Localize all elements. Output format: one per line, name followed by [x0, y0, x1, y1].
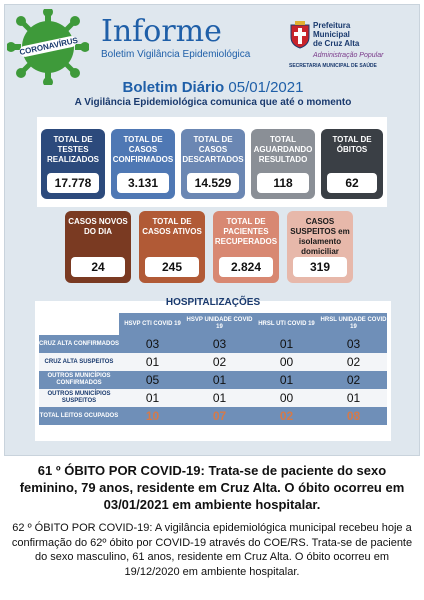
column-header: HSVP CTI COVID 19	[119, 313, 186, 335]
stat-value: 118	[257, 173, 309, 193]
stat-card-descartados: TOTAL DE CASOS DESCARTADOS 14.529	[181, 129, 245, 199]
table-row: OUTROS MUNICÍPIOS CONFIRMADOS 05 01 01 0…	[39, 371, 387, 389]
obito-62-note: 62 º ÓBITO POR COVID-19: A vigilância ep…	[11, 522, 413, 578]
table-cell: 00	[253, 353, 320, 371]
stat-value: 14.529	[187, 173, 239, 193]
prefeitura-line-2: Municipal	[313, 30, 350, 39]
stat-label: TOTAL DE PACIENTES RECUPERADOS	[214, 217, 278, 246]
row-label: CRUZ ALTA SUSPEITOS	[39, 353, 119, 371]
stat-label: TOTAL DE ÓBITOS	[332, 135, 372, 154]
stat-card-suspeitos: CASOS SUSPEITOS em isolamento domiciliar…	[287, 211, 353, 283]
stat-label: TOTAL DE CASOS ATIVOS	[142, 217, 202, 236]
table-cell: 00	[253, 389, 320, 407]
column-header: HRSL UNIDADE COVID 19	[320, 313, 387, 335]
stat-label: CASOS NOVOS DO DIA	[68, 217, 128, 236]
table-cell: 01	[186, 389, 253, 407]
row-label: OUTROS MUNICÍPIOS SUSPEITOS	[39, 389, 119, 407]
stat-card-testes: TOTAL DE TESTES REALIZADOS 17.778	[41, 129, 105, 199]
column-header: HRSL UTI COVID 19	[253, 313, 320, 335]
stat-value: 2.824	[219, 257, 273, 277]
column-header: HSVP UNIDADE COVID 19	[186, 313, 253, 335]
stat-label: TOTAL DE CASOS CONFIRMADOS	[112, 135, 174, 164]
table-row-total: TOTAL LEITOS OCUPADOS 10 07 02 08	[39, 407, 387, 425]
table-cell: 01	[320, 389, 387, 407]
table-cell: 07	[186, 407, 253, 425]
boletim-date: 05/01/2021	[228, 79, 304, 96]
coronavirus-logo-icon	[7, 9, 89, 85]
boletim-label: Boletim Diário	[122, 79, 225, 96]
brand: Informe Boletim Vigilância Epidemiológic…	[101, 14, 251, 61]
table-cell: 10	[119, 407, 186, 425]
table-cell: 01	[253, 335, 320, 353]
bulletin-poster: CORONAVÍRUS Informe Boletim Vigilância E…	[4, 4, 420, 456]
stat-label: TOTAL DE CASOS DESCARTADOS	[182, 135, 244, 164]
table-cell: 03	[320, 335, 387, 353]
row-label: TOTAL LEITOS OCUPADOS	[39, 407, 119, 425]
stat-value: 17.778	[47, 173, 99, 193]
table-row: OUTROS MUNICÍPIOS SUSPEITOS 01 01 00 01	[39, 389, 387, 407]
table-cell: 03	[186, 335, 253, 353]
secretaria-label: SECRETARIA MUNICIPAL DE SAÚDE	[289, 63, 377, 69]
stat-card-recuperados: TOTAL DE PACIENTES RECUPERADOS 2.824	[213, 211, 279, 283]
stat-value: 62	[327, 173, 377, 193]
stat-card-obitos: TOTAL DE ÓBITOS 62	[321, 129, 383, 199]
boletim-heading: Boletim Diário 05/01/2021	[5, 79, 419, 96]
table-cell: 01	[119, 389, 186, 407]
stat-value: 245	[145, 257, 199, 277]
prefeitura-line-3: de Cruz Alta	[313, 39, 360, 48]
table-row: CRUZ ALTA CONFIRMADOS 03 03 01 03	[39, 335, 387, 353]
stat-label: TOTAL AGUARDANDO RESULTADO	[253, 135, 313, 164]
table-cell: 02	[253, 407, 320, 425]
stat-card-confirmados: TOTAL DE CASOS CONFIRMADOS 3.131	[111, 129, 175, 199]
hospitalizacoes-title: HOSPITALIZAÇÕES	[165, 297, 261, 308]
stat-value: 319	[293, 257, 347, 277]
table-cell: 01	[253, 371, 320, 389]
table-row: CRUZ ALTA SUSPEITOS 01 02 00 02	[39, 353, 387, 371]
hospitalizacoes-table: HSVP CTI COVID 19 HSVP UNIDADE COVID 19 …	[39, 313, 387, 425]
table-cell: 03	[119, 335, 186, 353]
table-cell: 02	[320, 353, 387, 371]
table-cell: 01	[186, 371, 253, 389]
stat-value: 24	[71, 257, 125, 277]
prefeitura-name: Prefeitura Municipal de Cruz Alta	[313, 21, 393, 48]
stat-label: CASOS SUSPEITOS em isolamento domiciliar	[290, 217, 350, 256]
page-subtitle: Boletim Vigilância Epidemiológica	[101, 49, 251, 60]
table-cell: 05	[119, 371, 186, 389]
stat-card-ativos: TOTAL DE CASOS ATIVOS 245	[139, 211, 205, 283]
table-cell: 02	[186, 353, 253, 371]
stat-value: 3.131	[117, 173, 169, 193]
row-label: OUTROS MUNICÍPIOS CONFIRMADOS	[39, 371, 119, 389]
table-cell: 08	[320, 407, 387, 425]
table-cell: 02	[320, 371, 387, 389]
page-title: Informe	[101, 14, 222, 49]
stat-card-aguardando: TOTAL AGUARDANDO RESULTADO 118	[251, 129, 315, 199]
prefeitura-crest-icon	[290, 21, 310, 49]
prefeitura-line-1: Prefeitura	[313, 21, 351, 30]
boletim-intro: A Vigilância Epidemiológica comunica que…	[74, 97, 352, 108]
slogan: Administração Popular	[313, 52, 384, 59]
table-corner	[39, 313, 119, 335]
table-cell: 01	[119, 353, 186, 371]
stat-label: TOTAL DE TESTES REALIZADOS	[47, 135, 99, 164]
obito-61-note: 61 º ÓBITO POR COVID-19: Trata-se de pac…	[19, 463, 405, 512]
table-header-row: HSVP CTI COVID 19 HSVP UNIDADE COVID 19 …	[39, 313, 387, 335]
stat-card-novos: CASOS NOVOS DO DIA 24	[65, 211, 131, 283]
row-label: CRUZ ALTA CONFIRMADOS	[39, 335, 119, 353]
